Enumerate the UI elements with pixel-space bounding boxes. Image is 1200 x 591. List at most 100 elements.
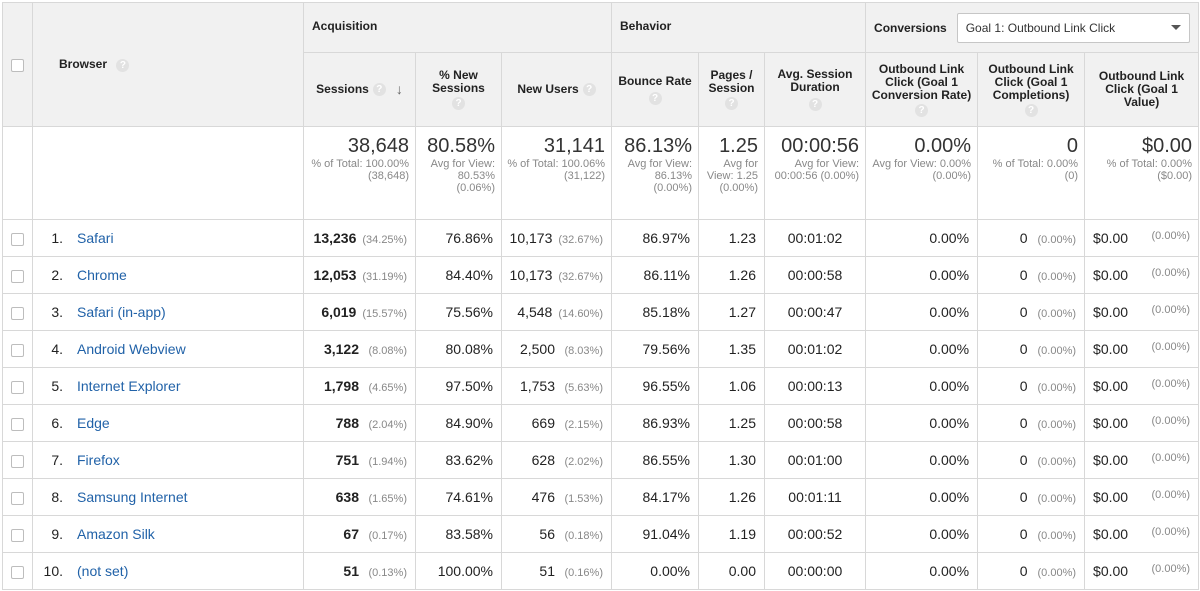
browser-link[interactable]: Safari (in-app) (77, 304, 166, 320)
sessions-pct: (2.04%) (368, 419, 407, 431)
goal-value-column-header[interactable]: Outbound Link Click (Goal 1 Value) (1084, 52, 1200, 127)
pages-session-column-header[interactable]: Pages / Session ? (698, 52, 765, 127)
browser-link[interactable]: Safari (77, 230, 114, 246)
row-checkbox[interactable] (11, 528, 24, 542)
row-checkbox-cell (2, 219, 33, 257)
browser-link[interactable]: Edge (77, 415, 110, 431)
total-bounce-rate: 86.13% Avg for View: 86.13% (0.00%) (611, 126, 699, 220)
row-checkbox[interactable] (11, 232, 24, 246)
row-completions: 0 (0.00%) (977, 552, 1086, 590)
sessions-value: 638 (335, 489, 359, 505)
bounce-rate-header-label: Bounce Rate (618, 73, 692, 88)
conversions-label: Conversions (874, 20, 947, 35)
select-all-checkbox[interactable] (11, 58, 24, 72)
sessions-value: 51 (343, 563, 359, 579)
sessions-column-header[interactable]: Sessions ? ↓ (303, 52, 416, 127)
row-checkbox-cell (2, 552, 33, 590)
question-mark-icon[interactable]: ? (372, 83, 386, 96)
total-completions-sub: % of Total: 0.00% (0) (992, 158, 1079, 182)
question-mark-icon[interactable]: ? (648, 91, 662, 105)
question-mark-icon[interactable]: ? (452, 97, 465, 110)
new-users-value: 10,173 (509, 267, 553, 283)
browser-link[interactable]: Internet Explorer (77, 378, 181, 394)
goal-value-value: $0.00 (1093, 452, 1129, 468)
goal-select-dropdown[interactable]: Goal 1: Outbound Link Click (956, 12, 1191, 43)
total-pages-session-value: 1.25 (719, 135, 758, 157)
acquisition-group-header: Acquisition (303, 2, 612, 53)
row-checkbox[interactable] (11, 306, 24, 320)
question-mark-icon[interactable]: ? (582, 83, 596, 96)
question-mark-icon[interactable]: ? (1024, 103, 1038, 117)
table-row: 8. Samsung Internet 638 (1.65%) 74.61% 476 (1.… (2, 478, 1200, 516)
row-pct-new-sessions: 100.00% (415, 552, 502, 590)
completions-pct: (0.00%) (1037, 234, 1077, 246)
question-mark-icon[interactable]: ? (808, 98, 822, 111)
table-row: 7. Firefox 751 (1.94%) 83.62% 628 (2.02%) 86.55… (2, 441, 1200, 479)
table-row: 4. Android Webview 3,122 (8.08%) 80.08% 2,500… (2, 330, 1200, 368)
goal-value-pct: (0.00%) (1151, 378, 1191, 390)
question-mark-icon[interactable]: ? (725, 97, 738, 110)
row-checkbox[interactable] (11, 343, 24, 357)
row-new-users: 4,548 (14.60%) (501, 293, 612, 331)
conversion-rate-header-label: Outbound Link Click (Goal 1 Conversion R… (871, 61, 972, 102)
arrow-down-icon[interactable]: ↓ (395, 81, 403, 97)
browser-link[interactable]: (not set) (77, 563, 129, 579)
new-users-pct: (1.53%) (564, 493, 603, 505)
row-conversion-rate: 0.00% (865, 219, 979, 257)
new-users-pct: (32.67%) (558, 234, 603, 246)
completions-column-header[interactable]: Outbound Link Click (Goal 1 Completions)… (977, 52, 1086, 127)
total-bounce-rate-value: 86.13% (624, 135, 692, 157)
total-avg-session-duration-sub: Avg for View: 00:00:56 (0.00%) (774, 158, 860, 182)
row-goal-value: $0.00 (0.00%) (1084, 552, 1200, 590)
sessions-pct: (1.65%) (368, 493, 407, 505)
row-checkbox[interactable] (11, 417, 24, 431)
question-mark-icon[interactable]: ? (915, 103, 929, 117)
new-users-column-header[interactable]: New Users ? (501, 52, 612, 127)
browser-link[interactable]: Firefox (77, 452, 120, 468)
avg-session-duration-column-header[interactable]: Avg. Session Duration ? (763, 52, 867, 127)
browser-column-header[interactable]: Browser ? (32, 2, 304, 127)
row-checkbox[interactable] (11, 269, 24, 283)
row-pct-new-sessions: 74.61% (415, 478, 502, 516)
table-row: 9. Amazon Silk 67 (0.17%) 83.58% 56 (0.18%) 91.… (2, 515, 1200, 553)
row-checkbox[interactable] (11, 565, 24, 579)
row-conversion-rate: 0.00% (865, 478, 979, 516)
row-conversion-rate: 0.00% (865, 404, 979, 442)
goal-value-value: $0.00 (1093, 304, 1129, 320)
pct-new-sessions-column-header[interactable]: % New Sessions ? (415, 52, 502, 127)
total-goal-value: $0.00 % of Total: 0.00% ($0.00) (1084, 126, 1200, 220)
browser-link[interactable]: Samsung Internet (77, 489, 188, 505)
row-pages-session: 0.00 (698, 552, 765, 590)
total-sessions: 38,648 % of Total: 100.00% (38,648) (303, 126, 416, 220)
total-sessions-value: 38,648 (347, 135, 409, 157)
row-bounce-rate: 96.55% (611, 367, 699, 405)
row-pages-session: 1.30 (698, 441, 765, 479)
row-checkbox[interactable] (11, 491, 24, 505)
browser-link[interactable]: Amazon Silk (77, 526, 155, 542)
bounce-rate-column-header[interactable]: Bounce Rate ? (611, 52, 699, 127)
completions-value: 0 (1019, 452, 1028, 468)
row-index: 6. (51, 415, 63, 431)
sessions-pct: (8.08%) (368, 345, 407, 357)
completions-value: 0 (1019, 341, 1028, 357)
row-checkbox[interactable] (11, 454, 24, 468)
question-mark-icon[interactable]: ? (116, 58, 130, 72)
row-goal-value: $0.00 (0.00%) (1084, 441, 1200, 479)
browser-link[interactable]: Android Webview (77, 341, 186, 357)
row-checkbox[interactable] (11, 380, 24, 394)
completions-pct: (0.00%) (1037, 345, 1077, 357)
table-row: 2. Chrome 12,053 (31.19%) 84.40% 10,173 (32.67… (2, 256, 1200, 294)
sessions-value: 13,236 (313, 230, 357, 246)
new-users-value: 628 (531, 452, 555, 468)
total-conversion-rate-value: 0.00% (914, 135, 972, 157)
browser-link[interactable]: Chrome (77, 267, 127, 283)
row-bounce-rate: 86.93% (611, 404, 699, 442)
new-users-header-label: New Users (517, 82, 579, 96)
goal-value-pct: (0.00%) (1151, 563, 1191, 575)
completions-pct: (0.00%) (1037, 567, 1077, 579)
total-sessions-sub: % of Total: 100.00% (38,648) (311, 158, 409, 182)
row-sessions: 12,053 (31.19%) (303, 256, 416, 294)
goal-value-value: $0.00 (1093, 489, 1129, 505)
new-users-value: 51 (539, 563, 555, 579)
conversion-rate-column-header[interactable]: Outbound Link Click (Goal 1 Conversion R… (865, 52, 979, 127)
